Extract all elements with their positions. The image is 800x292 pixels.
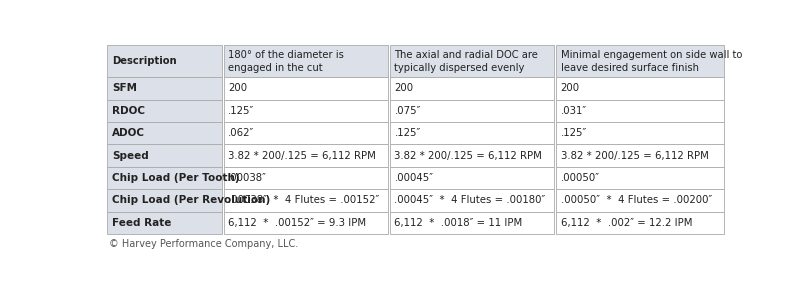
Bar [224,122,388,145]
Text: Speed: Speed [112,151,149,161]
Bar [390,189,554,212]
Text: 6,112  *  .0018″ = 11 IPM: 6,112 * .0018″ = 11 IPM [394,218,522,228]
Text: Description: Description [112,56,177,66]
Bar [390,145,554,167]
Text: .00050″: .00050″ [561,173,600,183]
Bar [556,145,724,167]
Bar [107,167,222,189]
Text: 200: 200 [561,84,580,93]
Text: .075″: .075″ [394,106,421,116]
Text: .00045″  *  4 Flutes = .00180″: .00045″ * 4 Flutes = .00180″ [394,195,546,206]
Bar [390,212,554,234]
Bar [390,122,554,145]
Text: .031″: .031″ [561,106,586,116]
Text: 3.82 * 200/.125 = 6,112 RPM: 3.82 * 200/.125 = 6,112 RPM [228,151,376,161]
Bar [224,45,388,77]
Bar [556,122,724,145]
Bar [224,77,388,100]
Bar [556,212,724,234]
Text: 3.82 * 200/.125 = 6,112 RPM: 3.82 * 200/.125 = 6,112 RPM [561,151,709,161]
Bar [107,45,222,77]
Bar [107,77,222,100]
Bar [556,100,724,122]
Bar [107,212,222,234]
Text: .00050″  *  4 Flutes = .00200″: .00050″ * 4 Flutes = .00200″ [561,195,712,206]
Bar [224,145,388,167]
Text: .00038″: .00038″ [228,173,267,183]
Text: .125″: .125″ [561,128,587,138]
Bar [107,189,222,212]
Bar [224,189,388,212]
Bar [556,77,724,100]
Bar [556,167,724,189]
Bar [224,100,388,122]
Bar [224,212,388,234]
Bar [390,100,554,122]
Text: Chip Load (Per Revolution): Chip Load (Per Revolution) [112,195,270,206]
Text: ADOC: ADOC [112,128,145,138]
Text: 200: 200 [394,84,414,93]
Text: Minimal engagement on side wall to
leave desired surface finish: Minimal engagement on side wall to leave… [561,50,742,73]
Text: 6,112  *  .002″ = 12.2 IPM: 6,112 * .002″ = 12.2 IPM [561,218,692,228]
Text: .125″: .125″ [228,106,254,116]
Text: © Harvey Performance Company, LLC.: © Harvey Performance Company, LLC. [109,239,298,249]
Text: Chip Load (Per Tooth): Chip Load (Per Tooth) [112,173,239,183]
Bar [390,167,554,189]
Bar [556,189,724,212]
Text: .00045″: .00045″ [394,173,434,183]
Text: The axial and radial DOC are
typically dispersed evenly: The axial and radial DOC are typically d… [394,50,538,73]
Text: Feed Rate: Feed Rate [112,218,171,228]
Text: .125″: .125″ [394,128,421,138]
Bar [390,77,554,100]
Bar [107,122,222,145]
Bar [107,145,222,167]
Text: SFM: SFM [112,84,137,93]
Text: 200: 200 [228,84,247,93]
Bar [556,45,724,77]
Text: .00038″  *  4 Flutes = .00152″: .00038″ * 4 Flutes = .00152″ [228,195,379,206]
Text: 3.82 * 200/.125 = 6,112 RPM: 3.82 * 200/.125 = 6,112 RPM [394,151,542,161]
Bar [390,45,554,77]
Text: RDOC: RDOC [112,106,145,116]
Bar [107,100,222,122]
Bar [224,167,388,189]
Text: 6,112  *  .00152″ = 9.3 IPM: 6,112 * .00152″ = 9.3 IPM [228,218,366,228]
Text: .062″: .062″ [228,128,254,138]
Text: 180° of the diameter is
engaged in the cut: 180° of the diameter is engaged in the c… [228,50,344,73]
